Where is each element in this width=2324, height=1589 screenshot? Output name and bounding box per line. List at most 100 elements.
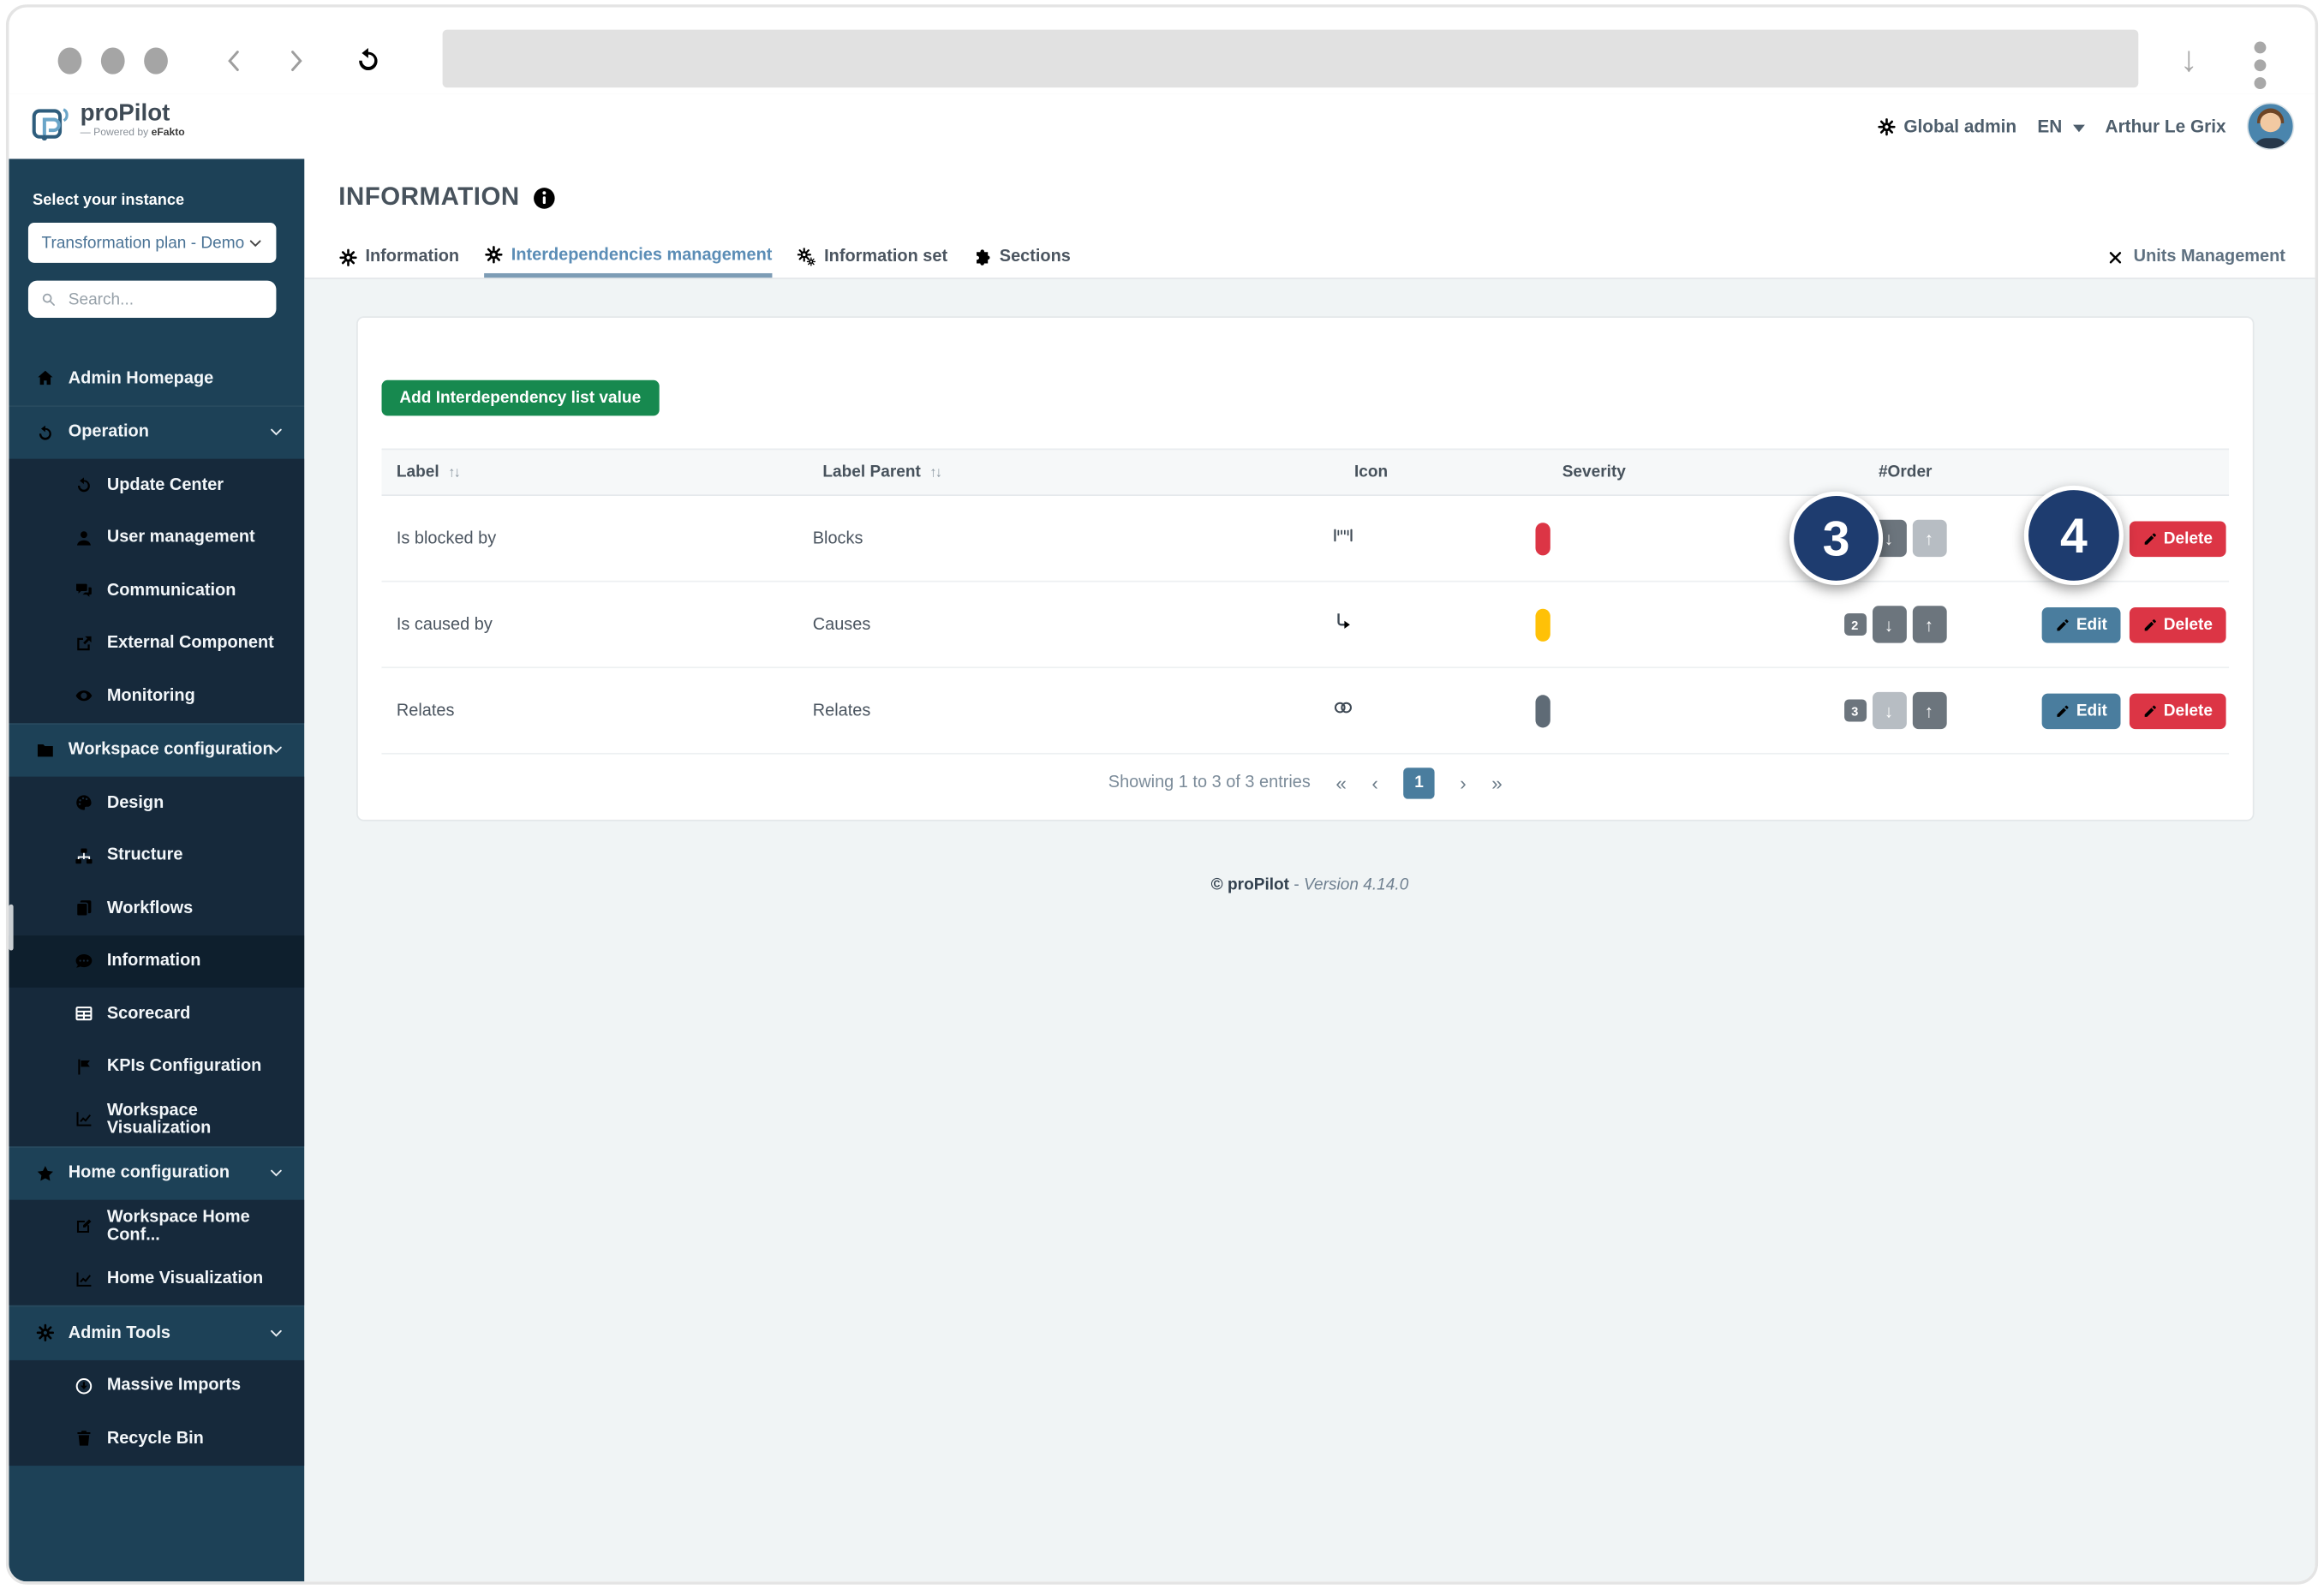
move-down-button[interactable]: ↓ xyxy=(1872,606,1907,643)
pencil-icon xyxy=(2142,531,2157,546)
sidebar-item-recycle-bin[interactable]: Recycle Bin xyxy=(9,1413,304,1466)
back-icon[interactable] xyxy=(221,46,246,76)
sidebar-item-external-component[interactable]: External Component xyxy=(9,617,304,670)
app-footer: © proPilot - Version 4.14.0 xyxy=(1210,875,1409,894)
avatar[interactable] xyxy=(2246,102,2295,151)
column-header-label[interactable]: Label ↑↓ xyxy=(396,463,461,481)
delete-button[interactable]: Delete xyxy=(2129,520,2226,557)
column-header-order: #Order xyxy=(1878,463,1933,481)
comments-icon xyxy=(75,581,94,600)
sidebar-item-workspace-home-conf[interactable]: Workspace Home Conf... xyxy=(9,1200,304,1253)
forward-icon[interactable] xyxy=(284,46,308,76)
sidebar-group-admin-tools[interactable]: Admin Tools xyxy=(9,1305,305,1359)
download-circle-icon xyxy=(75,1377,94,1396)
table-row: Is blocked by Blocks 1 ↓ ↑ Edit xyxy=(381,496,2230,582)
window-controls[interactable] xyxy=(57,47,168,75)
chevron-down-icon xyxy=(248,236,263,250)
move-up-button[interactable]: ↑ xyxy=(1911,691,1946,730)
edit-button[interactable]: Edit xyxy=(2041,692,2121,729)
url-bar[interactable] xyxy=(442,29,2139,88)
browser-chrome: ↓ xyxy=(9,7,2315,95)
browser-menu-icon[interactable] xyxy=(2254,41,2267,90)
sidebar-item-massive-imports[interactable]: Massive Imports xyxy=(9,1359,304,1413)
pagination: Showing 1 to 3 of 3 entries « ‹ 1 › » xyxy=(382,765,2230,801)
sync-icon xyxy=(36,423,56,443)
annotation-circle-3: 3 xyxy=(1789,491,1884,586)
app-header: proPilot — Powered by eFakto Global admi… xyxy=(9,93,2315,159)
sort-icon[interactable]: ↑↓ xyxy=(448,463,461,481)
tab-information-set[interactable]: Information set xyxy=(798,236,947,278)
last-page-button[interactable]: » xyxy=(1491,771,1503,794)
sidebar-item-user-management[interactable]: User management xyxy=(9,511,304,565)
edit-square-icon xyxy=(75,1216,94,1236)
column-header-severity: Severity xyxy=(1562,463,1626,481)
sidebar-search[interactable] xyxy=(27,280,277,318)
tab-interdependencies-management[interactable]: Interdependencies management xyxy=(484,236,773,278)
edit-button[interactable]: Edit xyxy=(2041,606,2121,642)
sync-icon xyxy=(75,475,94,495)
window-control-dot[interactable] xyxy=(144,47,168,75)
tab-sections[interactable]: Sections xyxy=(973,236,1071,278)
page-number-button[interactable]: 1 xyxy=(1403,767,1435,798)
move-up-button[interactable]: ↑ xyxy=(1911,519,1946,558)
first-page-button[interactable]: « xyxy=(1335,771,1347,794)
table-row: Is caused by Causes 2 ↓ ↑ Edit xyxy=(381,582,2230,669)
trash-icon xyxy=(75,1429,94,1449)
gear-icon xyxy=(485,245,505,265)
search-input[interactable] xyxy=(65,289,250,310)
prev-page-button[interactable]: ‹ xyxy=(1371,771,1378,794)
sidebar-item-design[interactable]: Design xyxy=(9,777,304,830)
column-header-label-parent[interactable]: Label Parent ↑↓ xyxy=(822,463,942,481)
user-icon xyxy=(75,529,94,548)
sidebar-item-kpis-configuration[interactable]: KPIs Configuration xyxy=(9,1040,304,1093)
add-interdependency-button[interactable]: Add Interdependency list value xyxy=(381,379,659,416)
info-icon[interactable] xyxy=(532,185,557,210)
window-control-dot[interactable] xyxy=(57,47,82,75)
sidebar-item-structure[interactable]: Structure xyxy=(9,829,304,882)
move-down-button[interactable]: ↓ xyxy=(1872,691,1907,730)
sidebar-item-update-center[interactable]: Update Center xyxy=(9,459,304,512)
gear-icon xyxy=(36,1323,56,1343)
severity-pill xyxy=(1534,607,1550,642)
tools-icon xyxy=(2106,248,2125,267)
sidebar-item-monitoring[interactable]: Monitoring xyxy=(9,670,304,723)
table-row: Relates Relates 3 ↓ ↑ Edit Dele xyxy=(381,668,2230,755)
main-content: INFORMATION Information Interdependencie… xyxy=(304,158,2315,1582)
global-admin-button[interactable]: Global admin xyxy=(1877,116,2016,136)
order-badge: 3 xyxy=(1843,699,1867,722)
language-dropdown[interactable]: EN xyxy=(2037,116,2085,136)
propilot-logo-icon xyxy=(30,104,72,146)
interdependencies-card: Add Interdependency list value Label ↑↓ L… xyxy=(356,316,2255,821)
row-label-parent: Blocks xyxy=(812,529,863,547)
tab-information[interactable]: Information xyxy=(338,236,459,278)
sidebar-group-operation[interactable]: Operation xyxy=(9,404,305,458)
sidebar-item-communication[interactable]: Communication xyxy=(9,565,304,618)
sidebar-item-workflows[interactable]: Workflows xyxy=(9,882,304,935)
sidebar-item-workspace-visualization[interactable]: Workspace Visualization xyxy=(9,1093,304,1146)
chevron-down-icon xyxy=(269,1166,284,1180)
sidebar-group-home-configuration[interactable]: Home configuration xyxy=(9,1145,305,1199)
refresh-icon[interactable] xyxy=(354,45,384,75)
pagination-summary: Showing 1 to 3 of 3 entries xyxy=(1108,774,1311,792)
sidebar-item-information[interactable]: Information xyxy=(9,935,305,988)
chevron-down-icon xyxy=(269,1326,284,1341)
sidebar-item-scorecard[interactable]: Scorecard xyxy=(9,988,304,1041)
instance-select[interactable]: Transformation plan - Demo xyxy=(27,223,277,263)
next-page-button[interactable]: › xyxy=(1460,771,1467,794)
user-name[interactable]: Arthur Le Grix xyxy=(2105,116,2226,137)
sort-icon[interactable]: ↑↓ xyxy=(929,463,942,481)
row-label-parent: Relates xyxy=(812,702,871,720)
pencil-icon xyxy=(2142,617,2157,631)
severity-pill xyxy=(1534,694,1550,727)
chevron-down-icon xyxy=(269,743,284,757)
download-icon[interactable]: ↓ xyxy=(2179,39,2198,81)
window-control-dot[interactable] xyxy=(100,47,125,75)
sidebar-item-home-visualization[interactable]: Home Visualization xyxy=(9,1252,304,1305)
scrollbar-thumb[interactable] xyxy=(9,904,14,951)
units-management-button[interactable]: Units Management xyxy=(2106,236,2285,278)
sidebar-group-workspace-configuration[interactable]: Workspace configuration xyxy=(9,722,305,776)
delete-button[interactable]: Delete xyxy=(2129,692,2226,729)
sidebar-item-admin-homepage[interactable]: Admin Homepage xyxy=(9,352,304,405)
delete-button[interactable]: Delete xyxy=(2129,606,2226,642)
move-up-button[interactable]: ↑ xyxy=(1911,606,1946,643)
